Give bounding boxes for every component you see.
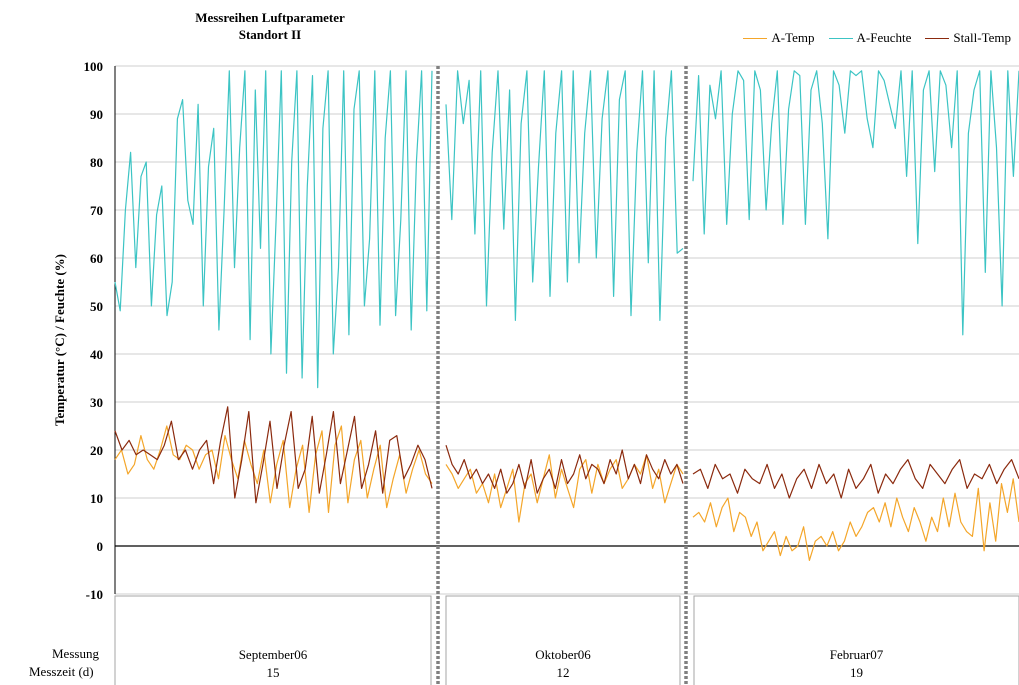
y-tick-label: 20 — [90, 443, 103, 458]
legend-swatch-a-temp — [743, 37, 768, 39]
y-tick-label: 10 — [90, 491, 103, 506]
series-line-a-feuchte-3 — [692, 70, 1019, 336]
y-tick-label: 80 — [90, 155, 103, 170]
footer-panel-box — [114, 595, 432, 685]
axes: -10 0 10 20 30 40 50 60 70 80 90 100 Temperatur (°C)… — [52, 59, 116, 602]
panel-dividers — [436, 66, 688, 685]
y-tick-label: 0 — [97, 539, 104, 554]
chart-title: Messreihen Luftparameter Standort II — [140, 9, 400, 43]
gridlines — [115, 65, 1019, 595]
footer-panel-box — [693, 595, 1019, 685]
series-line-stall-temp-1 — [114, 406, 433, 504]
legend: A-Temp A-Feuchte Stall-Temp — [743, 30, 1011, 46]
legend-label-a-feuchte: A-Feuchte — [856, 30, 912, 45]
y-tick-label: 70 — [90, 203, 103, 218]
y-tick-label: 100 — [84, 59, 104, 74]
y-tick-label: 50 — [90, 299, 103, 314]
y-tick-label: 30 — [90, 395, 103, 410]
legend-label-a-temp: A-Temp — [771, 30, 815, 45]
y-tick-label: 60 — [90, 251, 103, 266]
footer-panel-days: 19 — [850, 665, 863, 680]
series-line-a-feuchte-1 — [114, 70, 433, 389]
footer-row1-label: Messung — [52, 646, 99, 661]
series-layer — [114, 70, 1019, 562]
footer-panel-month: Februar07 — [830, 647, 884, 662]
legend-item-stall-temp: Stall-Temp — [925, 30, 1011, 46]
footer-panel-month: September06 — [239, 647, 308, 662]
legend-label-stall-temp: Stall-Temp — [953, 30, 1011, 45]
legend-item-a-feuchte: A-Feuchte — [828, 30, 912, 46]
footer-table: September06 15 Oktober06 12 Februar07 19 — [114, 595, 1019, 685]
series-line-a-feuchte-2 — [445, 70, 684, 321]
series-line-stall-temp-3 — [692, 459, 1019, 499]
y-axis-label: Temperatur (°C) / Feuchte (%) — [52, 254, 67, 426]
legend-swatch-stall-temp — [925, 37, 950, 39]
footer-panel-days: 12 — [557, 665, 570, 680]
footer-row2-label: Messzeit (d) — [29, 664, 94, 679]
y-tick-label: 40 — [90, 347, 103, 362]
footer-panel-days: 15 — [267, 665, 280, 680]
y-tick-label: 90 — [90, 107, 103, 122]
series-line-a-temp-2 — [445, 454, 684, 523]
legend-swatch-a-feuchte — [828, 37, 853, 39]
y-tick-label: -10 — [86, 587, 103, 602]
footer-panel-box — [445, 595, 681, 685]
chart-title-line1: Messreihen Luftparameter — [195, 10, 345, 25]
series-line-a-temp-3 — [692, 478, 1019, 562]
series-line-stall-temp-2 — [445, 445, 684, 494]
chart-title-line2: Standort II — [238, 27, 302, 42]
footer-panel-month: Oktober06 — [535, 647, 591, 662]
legend-item-a-temp: A-Temp — [743, 30, 815, 46]
series-line-a-temp-1 — [114, 425, 433, 514]
